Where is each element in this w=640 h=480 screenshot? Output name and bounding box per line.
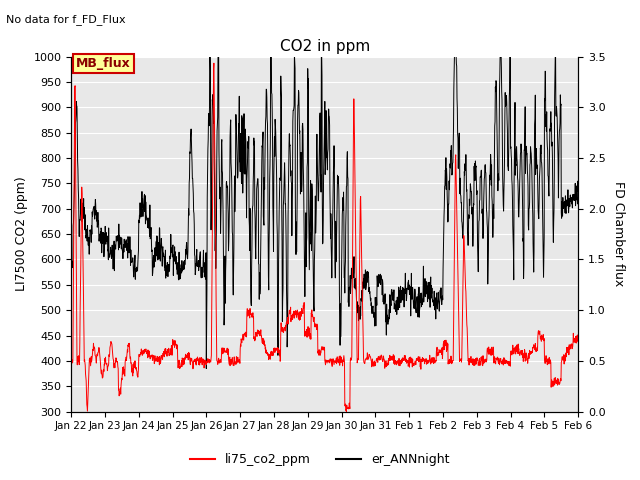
Text: No data for f_FD_Flux: No data for f_FD_Flux <box>6 14 126 25</box>
Y-axis label: FD Chamber flux: FD Chamber flux <box>612 181 625 287</box>
Y-axis label: LI7500 CO2 (ppm): LI7500 CO2 (ppm) <box>15 177 28 291</box>
Legend: li75_co2_ppm, er_ANNnight: li75_co2_ppm, er_ANNnight <box>186 448 454 471</box>
Title: CO2 in ppm: CO2 in ppm <box>280 39 370 54</box>
Text: MB_flux: MB_flux <box>76 57 131 70</box>
